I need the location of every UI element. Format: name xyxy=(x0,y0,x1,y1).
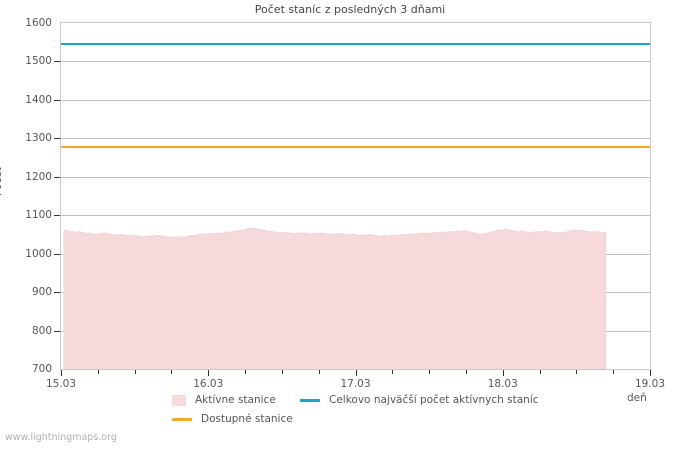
watermark: www.lightningmaps.org xyxy=(5,432,117,443)
y-tick-mark xyxy=(54,176,60,178)
x-tick-label: 17.03 xyxy=(340,378,371,390)
y-tick-mark xyxy=(54,61,60,63)
x-tick-mark xyxy=(650,370,651,376)
y-tick-mark xyxy=(54,215,60,217)
legend-label-active-stations: Aktívne stanice xyxy=(195,394,276,406)
y-tick-label: 700 xyxy=(31,363,52,375)
gridline xyxy=(61,215,650,217)
y-tick-label: 1100 xyxy=(25,209,52,222)
x-tick-label: 15.03 xyxy=(45,378,77,390)
gridline xyxy=(61,138,650,140)
x-tick-minor xyxy=(613,370,615,374)
x-tick-minor xyxy=(539,370,541,374)
legend-item-active-stations[interactable]: Aktívne stanice xyxy=(172,392,276,408)
y-tick-label: 1400 xyxy=(25,93,52,106)
y-tick-mark xyxy=(54,253,60,255)
gridline xyxy=(61,61,650,63)
y-tick-label: 1600 xyxy=(25,17,52,29)
x-tick-minor xyxy=(465,370,467,374)
legend-swatch-available-stations xyxy=(172,417,192,421)
x-tick-minor xyxy=(134,370,136,374)
x-tick-label: 16.03 xyxy=(193,378,224,390)
x-tick-minor xyxy=(429,370,431,374)
x-tick-minor xyxy=(576,370,578,374)
x-tick-minor xyxy=(281,370,283,374)
y-tick-label: 800 xyxy=(31,324,52,337)
area-path-active-stations xyxy=(63,227,607,369)
legend-swatch-max-active-stations xyxy=(300,398,320,402)
x-tick-minor xyxy=(171,370,173,374)
y-tick-label: 1500 xyxy=(25,55,52,68)
y-tick-mark xyxy=(54,99,60,101)
legend-item-max-active-stations[interactable]: Celkovo najväčší počet aktívnych staníc xyxy=(300,392,539,408)
gridline xyxy=(61,99,650,101)
y-tick-mark xyxy=(54,138,60,140)
legend-label-available-stations: Dostupné stanice xyxy=(201,413,293,425)
y-tick-mark xyxy=(54,292,60,294)
x-tick-minor xyxy=(392,370,394,374)
series-active-stations xyxy=(63,227,607,369)
legend-swatch-active-stations xyxy=(172,394,186,406)
plot-area xyxy=(60,22,651,370)
x-tick-mark xyxy=(208,370,210,376)
legend-item-available-stations[interactable]: Dostupné stanice xyxy=(172,411,293,427)
y-tick-label: 1000 xyxy=(25,247,52,260)
x-tick-minor xyxy=(245,370,247,374)
x-tick-mark xyxy=(502,370,504,376)
y-tick-label: 1200 xyxy=(25,170,52,183)
hline-max-active-stations xyxy=(61,42,650,45)
chart-legend: Aktívne stanice Celkovo najväčší počet a… xyxy=(0,392,700,432)
x-axis-label: deň xyxy=(627,392,647,404)
x-tick-label: 19.03 xyxy=(634,378,666,390)
x-tick-mark xyxy=(355,370,357,376)
x-tick-minor xyxy=(97,370,99,374)
hline-available-stations xyxy=(61,146,650,149)
x-tick-minor xyxy=(318,370,320,374)
y-tick-label: 900 xyxy=(31,286,52,299)
gridline xyxy=(61,176,650,178)
y-tick-mark xyxy=(54,330,60,332)
plot-inner xyxy=(61,23,650,369)
y-tick-label: 1300 xyxy=(25,132,52,145)
x-tick-mark xyxy=(61,370,62,376)
x-tick-label: 18.03 xyxy=(487,378,518,390)
chart-title: Počet staníc z posledných 3 dňami xyxy=(254,3,446,16)
legend-label-max-active-stations: Celkovo najväčší počet aktívnych staníc xyxy=(329,394,539,406)
